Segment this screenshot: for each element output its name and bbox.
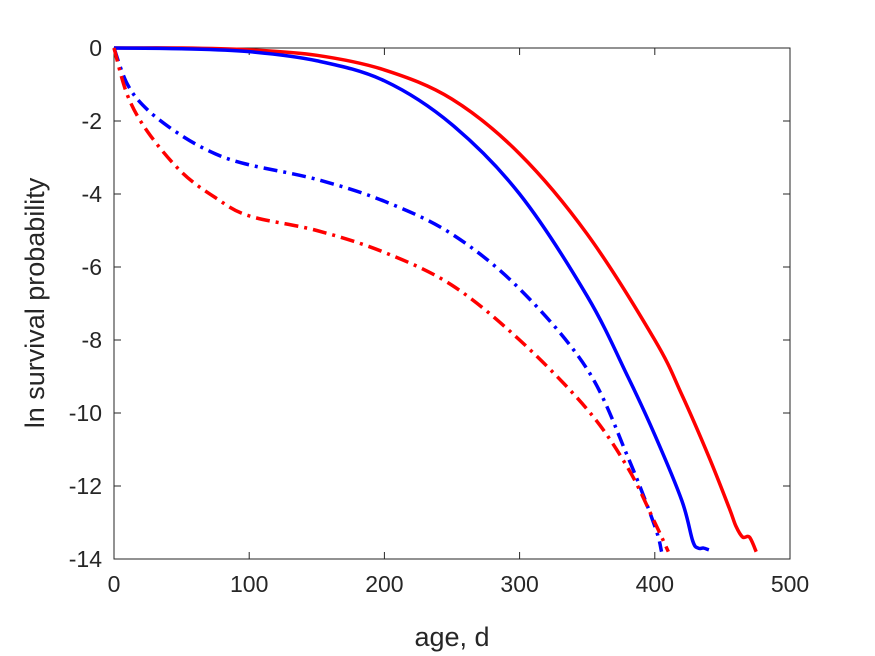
axis-ticks xyxy=(113,47,791,560)
x-tick-label: 0 xyxy=(108,571,121,597)
plot-area xyxy=(113,47,791,560)
y-tick-label: -12 xyxy=(69,473,102,499)
y-tick-label: -14 xyxy=(69,546,102,572)
y-tick-label: -8 xyxy=(82,327,102,353)
y-tick-label: -2 xyxy=(82,108,102,134)
series-line-3 xyxy=(112,47,664,553)
y-tick-label: -6 xyxy=(82,254,102,280)
series-line-1 xyxy=(113,46,758,553)
series-line-2 xyxy=(113,46,710,552)
x-tick-label: 200 xyxy=(365,571,403,597)
series-layer xyxy=(112,46,758,553)
x-tick-label: 300 xyxy=(500,571,538,597)
tick-labels: 0 100 200 300 400 500 0 -2 -4 -6 -8 -10 -12 -14 xyxy=(69,35,809,597)
y-axis-label: ln survival probability xyxy=(20,177,50,428)
series-line-4 xyxy=(112,47,670,553)
y-tick-label: -10 xyxy=(69,400,102,426)
x-tick-label: 400 xyxy=(636,571,674,597)
x-tick-label: 500 xyxy=(771,571,809,597)
x-axis-label: age, d xyxy=(414,622,489,652)
x-tick-label: 100 xyxy=(230,571,268,597)
y-tick-label: 0 xyxy=(89,35,102,61)
y-tick-label: -4 xyxy=(82,181,103,207)
